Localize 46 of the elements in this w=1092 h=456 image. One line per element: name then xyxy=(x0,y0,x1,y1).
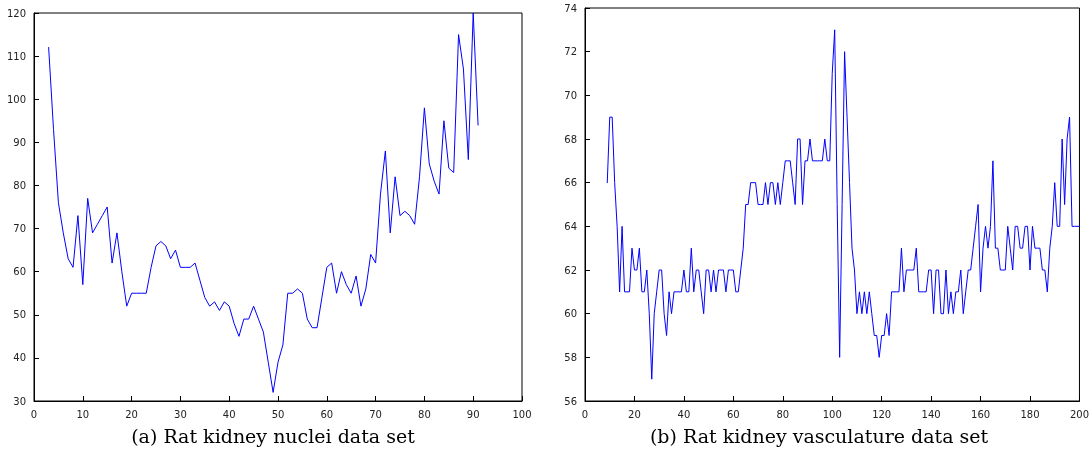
x-tick-label: 50 xyxy=(271,408,285,420)
y-tick-label: 72 xyxy=(564,46,577,58)
x-tick-label: 120 xyxy=(872,408,892,420)
y-tick-label: 50 xyxy=(13,309,26,321)
x-tick-label: 100 xyxy=(822,408,842,420)
y-tick-label: 70 xyxy=(564,89,577,101)
y-tick-label: 40 xyxy=(13,352,26,364)
x-tick-label: 0 xyxy=(581,408,589,420)
x-tick-label: 100 xyxy=(512,408,532,420)
x-tick-label: 40 xyxy=(677,408,691,420)
y-tick-label: 64 xyxy=(564,220,577,232)
text: (a) Rat kidney nuclei data set xyxy=(131,424,416,447)
y-tick-label: 30 xyxy=(13,395,26,407)
x-tick-label: 30 xyxy=(174,408,187,420)
y-tick-label: 100 xyxy=(6,93,26,105)
y-tick-label: 120 xyxy=(6,7,26,19)
y-tick-label: 60 xyxy=(13,266,26,278)
line-series xyxy=(606,29,1080,380)
x-tick-label: 40 xyxy=(222,408,236,420)
x-tick-label: 70 xyxy=(369,408,382,420)
y-tick-label: 68 xyxy=(564,133,577,145)
y-tick-label: 80 xyxy=(13,179,26,191)
y-tick-label: 110 xyxy=(6,50,26,62)
line-series xyxy=(48,12,479,393)
x-tick-label: 200 xyxy=(1069,408,1089,420)
y-tick-label: 90 xyxy=(13,136,26,148)
y-tick-label: 58 xyxy=(564,351,577,363)
x-tick-label: 0 xyxy=(30,408,38,420)
x-tick-label: 140 xyxy=(921,408,941,420)
x-tick-label: 80 xyxy=(776,408,790,420)
x-tick-label: 80 xyxy=(418,408,431,420)
y-tick-label: 56 xyxy=(564,395,577,407)
y-tick-label: 66 xyxy=(564,177,577,189)
y-tick-label: 74 xyxy=(564,2,577,14)
x-tick-label: 60 xyxy=(320,408,334,420)
x-tick-label: 180 xyxy=(1020,408,1040,420)
x-tick-label: 160 xyxy=(971,408,991,420)
x-tick-label: 10 xyxy=(76,408,90,420)
x-tick-label: 90 xyxy=(466,408,480,420)
x-tick-label: 20 xyxy=(125,408,138,420)
text: (b) Rat kidney vasculature data set xyxy=(649,424,989,447)
x-tick-label: 20 xyxy=(628,408,641,420)
y-tick-label: 60 xyxy=(564,308,577,320)
y-tick-label: 62 xyxy=(564,264,577,276)
x-tick-label: 60 xyxy=(726,408,740,420)
y-tick-label: 70 xyxy=(13,223,26,235)
